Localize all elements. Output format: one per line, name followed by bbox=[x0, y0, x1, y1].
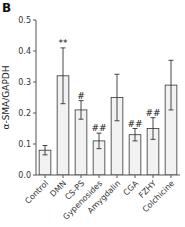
x-tick-label: Amygdalin bbox=[86, 179, 122, 215]
error-line bbox=[117, 74, 118, 121]
x-tick bbox=[63, 175, 64, 178]
x-tick bbox=[171, 175, 172, 178]
plot-area bbox=[39, 48, 177, 175]
error-bar bbox=[115, 74, 120, 121]
x-tick bbox=[135, 175, 136, 178]
y-tick-label: 0.2 bbox=[18, 109, 31, 118]
error-cap bbox=[43, 145, 48, 146]
error-bar bbox=[79, 101, 84, 120]
significance-marker: ## bbox=[127, 119, 142, 129]
y-axis-label: α-SMA/GAPDH bbox=[1, 65, 11, 129]
error-bar bbox=[151, 118, 156, 140]
error-cap bbox=[79, 119, 84, 120]
bar bbox=[129, 135, 141, 175]
x-tick bbox=[99, 175, 100, 178]
error-bar bbox=[43, 146, 48, 155]
error-cap bbox=[169, 60, 174, 61]
error-bar bbox=[61, 48, 66, 104]
error-line bbox=[45, 146, 46, 155]
x-tick-label: Control bbox=[23, 179, 50, 206]
y-tick-label: 0.4 bbox=[18, 47, 31, 56]
significance-marker: ## bbox=[91, 123, 106, 133]
x-tick bbox=[45, 175, 46, 178]
error-cap bbox=[97, 148, 102, 149]
error-line bbox=[153, 118, 154, 140]
x-tick bbox=[153, 175, 154, 178]
significance-marker: ** bbox=[59, 38, 69, 48]
error-cap bbox=[115, 74, 120, 75]
error-line bbox=[135, 129, 136, 141]
error-bar bbox=[169, 60, 174, 110]
x-tick-label: Colchicine bbox=[141, 179, 176, 214]
y-tick-label: 0.0 bbox=[18, 171, 31, 180]
y-tick-label: 0.5 bbox=[18, 16, 31, 25]
x-axis-line bbox=[36, 175, 180, 176]
y-tick-label: 0.1 bbox=[18, 140, 31, 149]
bar bbox=[75, 110, 87, 175]
error-cap bbox=[133, 140, 138, 141]
significance-marker: # bbox=[77, 91, 85, 101]
error-line bbox=[171, 60, 172, 110]
panel-label: B bbox=[2, 1, 11, 15]
error-line bbox=[63, 48, 64, 104]
significance-marker: ## bbox=[145, 108, 160, 118]
x-tick bbox=[117, 175, 118, 178]
error-bar bbox=[133, 129, 138, 141]
error-cap bbox=[151, 139, 156, 140]
error-cap bbox=[43, 154, 48, 155]
chart: 0.00.10.20.30.40.5α-SMA/GAPDHControlDMNC… bbox=[0, 0, 185, 227]
y-tick-label: 0.3 bbox=[18, 78, 31, 87]
y-axis: 0.0 0.1 0.2 0.3 0.4 0.5 bbox=[18, 16, 36, 180]
error-cap bbox=[169, 109, 174, 110]
error-cap bbox=[115, 120, 120, 121]
x-tick bbox=[81, 175, 82, 178]
error-line bbox=[81, 101, 82, 120]
y-axis-line bbox=[36, 20, 37, 175]
error-line bbox=[99, 133, 100, 149]
error-cap bbox=[61, 103, 66, 104]
error-bar bbox=[97, 133, 102, 149]
